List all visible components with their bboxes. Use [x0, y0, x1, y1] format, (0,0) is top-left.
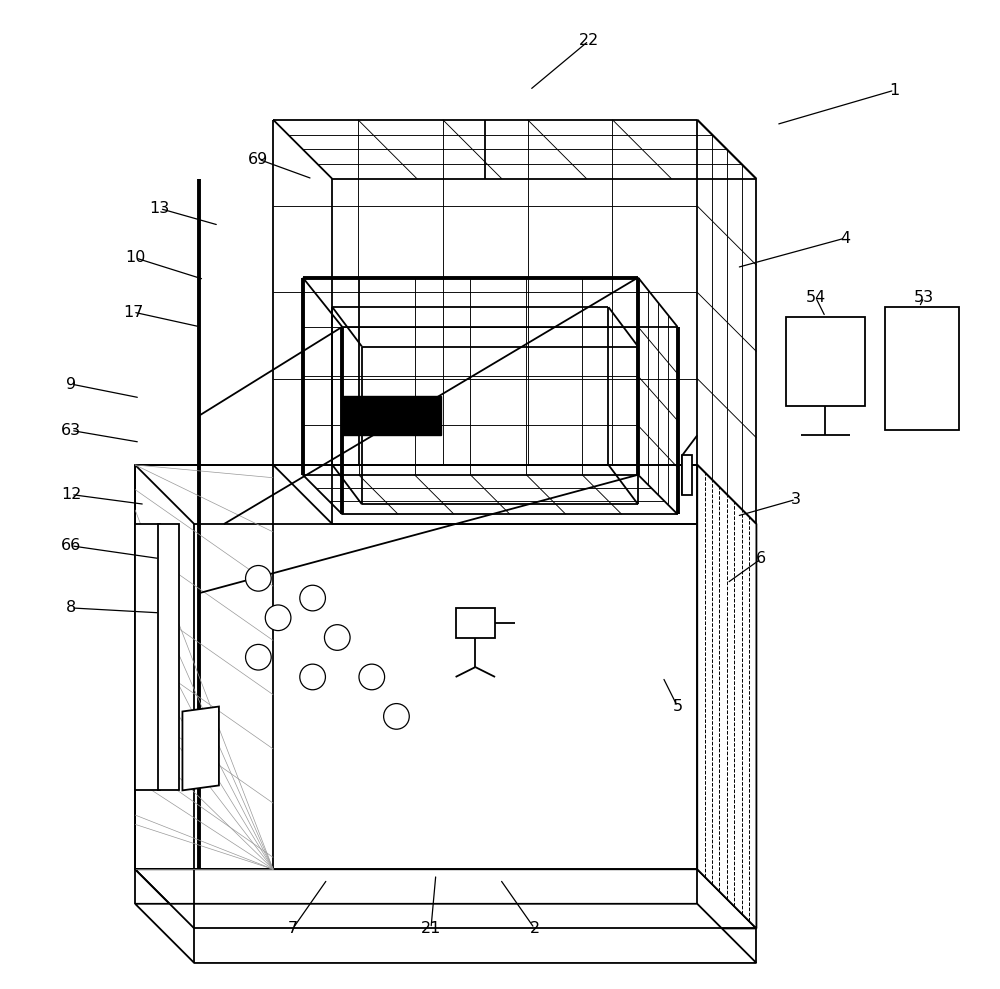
Polygon shape	[182, 706, 219, 790]
Text: 21: 21	[421, 921, 441, 936]
Text: 9: 9	[66, 377, 76, 392]
Text: 5: 5	[672, 699, 683, 714]
Circle shape	[300, 665, 325, 689]
Polygon shape	[786, 317, 865, 405]
Text: 3: 3	[791, 492, 801, 507]
Polygon shape	[135, 869, 756, 929]
Text: 53: 53	[914, 290, 934, 305]
Text: 10: 10	[125, 250, 145, 265]
Text: 7: 7	[288, 921, 298, 936]
Text: 12: 12	[61, 487, 81, 502]
Polygon shape	[697, 465, 756, 929]
Polygon shape	[135, 904, 756, 963]
Polygon shape	[456, 608, 495, 638]
Circle shape	[359, 665, 385, 689]
Text: 1: 1	[889, 83, 900, 98]
Circle shape	[246, 566, 271, 591]
Polygon shape	[158, 524, 179, 790]
Circle shape	[384, 703, 409, 729]
Text: 69: 69	[248, 151, 269, 167]
Text: 63: 63	[61, 423, 81, 438]
Text: 13: 13	[150, 201, 170, 216]
Text: 4: 4	[840, 230, 850, 245]
Circle shape	[300, 585, 325, 611]
Polygon shape	[682, 455, 692, 494]
Text: 6: 6	[756, 551, 766, 566]
Circle shape	[324, 625, 350, 651]
Text: 17: 17	[123, 305, 143, 319]
Text: 22: 22	[579, 34, 599, 48]
Circle shape	[246, 645, 271, 671]
Polygon shape	[342, 396, 441, 435]
Text: 54: 54	[805, 290, 826, 305]
Text: 66: 66	[61, 538, 81, 553]
Circle shape	[265, 605, 291, 631]
Text: 2: 2	[529, 921, 540, 936]
Polygon shape	[885, 308, 959, 430]
Polygon shape	[135, 524, 160, 790]
Text: 8: 8	[66, 600, 76, 615]
